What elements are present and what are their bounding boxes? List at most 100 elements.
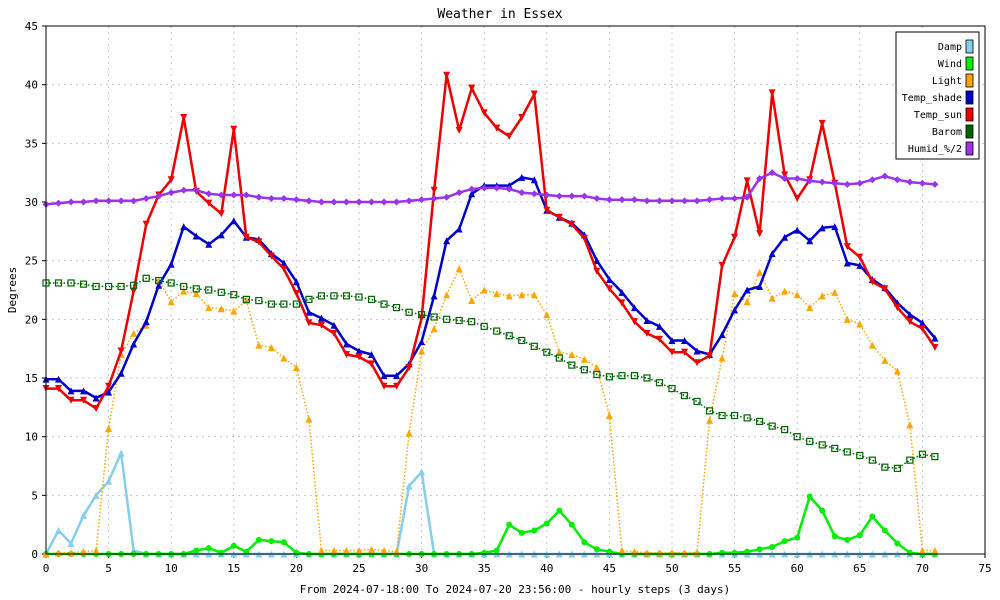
data-point-temp-sun [793,194,801,202]
data-point-temp-sun [255,238,263,246]
data-point-humid-2 [267,194,275,202]
data-point-light [230,307,238,315]
data-point-humid-2 [818,178,826,186]
x-tick-label: 30 [415,562,428,575]
data-point-barom [843,448,851,456]
data-point-light [793,291,801,299]
data-point-light [180,287,188,295]
data-point-damp [105,477,113,485]
data-point-barom [79,280,88,288]
data-point-humid-2 [731,194,739,202]
legend-box [895,31,980,160]
data-point-barom [518,336,526,345]
data-point-barom [580,366,588,374]
data-point-light [405,429,413,437]
data-point-barom [730,411,739,420]
data-point-humid-2 [130,197,138,205]
data-point-temp-sun [217,210,225,218]
data-point-temp-shade [931,334,939,342]
data-point-wind [869,513,876,520]
data-point-temp-sun [593,267,601,275]
data-point-temp-sun [706,352,714,360]
data-point-barom [455,316,463,325]
data-point-barom [468,318,476,326]
data-point-barom [856,451,864,460]
data-point-barom [493,327,501,335]
data-point-barom [555,354,563,362]
data-point-temp-sun [718,261,726,269]
data-point-humid-2 [418,196,426,204]
data-point-wind [719,549,726,556]
data-point-temp-shade [593,257,601,265]
x-tick-label: 40 [540,562,553,575]
legend-swatch [965,56,974,71]
data-point-humid-2 [230,191,238,199]
data-point-temp-sun [355,353,363,361]
data-point-barom [405,308,413,316]
data-point-light [806,304,814,312]
series-wind [43,493,938,557]
data-point-barom [217,288,225,296]
x-tick-label: 75 [978,562,991,575]
data-point-barom [317,292,326,300]
data-point-light [543,311,551,319]
data-point-barom [430,313,438,321]
data-point-wind [806,493,813,500]
data-point-light [217,305,225,313]
x-tick-label: 45 [603,562,616,575]
data-point-light [643,549,651,557]
data-point-wind [856,532,863,539]
data-point-temp-shade [142,318,150,326]
data-point-wind [881,527,888,534]
data-point-wind [906,549,913,556]
data-point-humid-2 [593,194,601,202]
data-point-light [430,325,438,333]
data-point-barom [267,300,275,308]
data-point-light [593,363,601,371]
data-point-temp-shade [130,340,138,348]
data-point-light [342,546,350,554]
data-point-temp-shade [117,369,125,377]
data-point-light [305,415,313,423]
axis-ticks: 0 5 10 15 20 25 30 35 40 45 0 5 10 15 20 25 30 35 40 45 50 55… [25,20,992,575]
data-point-light [906,421,914,429]
data-point-temp-shade [518,173,526,181]
data-point-temp-sun [242,233,250,241]
data-point-temp-shade [856,261,864,269]
data-point-temp-sun [768,89,776,97]
data-point-humid-2 [443,193,451,201]
data-point-temp-shade [67,387,75,395]
data-point-wind [293,549,300,556]
data-point-temp-sun [818,119,826,127]
data-point-barom [480,322,488,330]
data-point-temp-sun [643,329,651,337]
data-point-humid-2 [555,192,563,200]
data-point-light [818,292,826,300]
data-point-light [881,356,889,364]
data-point-light [267,343,275,351]
data-point-wind [606,548,613,555]
data-point-wind [481,549,488,556]
legend-swatch [965,73,974,88]
legend-swatch [965,90,974,105]
data-point-light [918,546,926,554]
data-point-temp-shade [818,224,826,232]
data-point-humid-2 [643,197,651,205]
data-point-wind [218,549,225,556]
data-point-barom [806,437,814,445]
data-point-temp-sun [380,382,388,390]
data-point-temp-shade [180,223,188,231]
data-point-barom [593,370,601,379]
data-point-temp-shade [393,372,401,380]
series-barom [42,274,939,472]
data-point-wind [593,546,600,553]
data-point-temp-sun [580,234,588,242]
data-point-wind [794,534,801,541]
data-point-temp-shade [731,306,739,314]
data-point-wind [894,540,901,547]
data-point-light [92,546,100,554]
data-point-temp-shade [505,182,513,190]
data-point-damp [67,539,75,547]
data-point-damp [55,527,63,535]
